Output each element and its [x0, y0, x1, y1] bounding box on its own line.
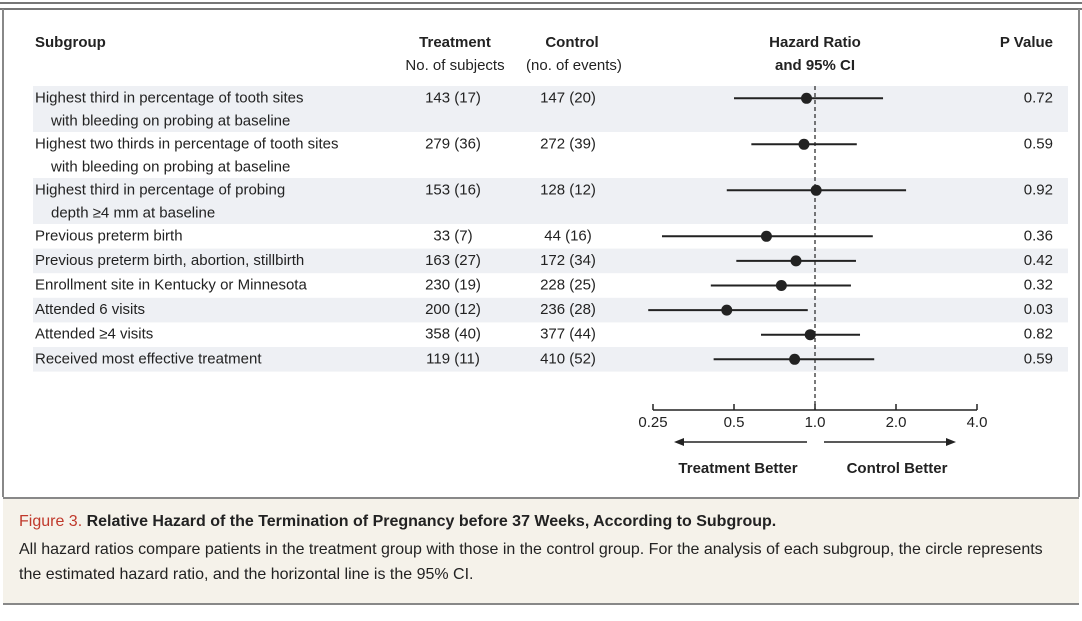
chart: Subgroup Treatment No. of subjects Contr…: [0, 2, 1082, 497]
hazard-ratio-point: [790, 255, 802, 267]
control-count: 172 (34): [540, 252, 596, 269]
treatment-count: 143 (17): [425, 89, 481, 106]
treatment-count: 153 (16): [425, 181, 481, 198]
caption: Figure 3. Relative Hazard of the Termina…: [3, 497, 1079, 605]
subgroup-label: Previous preterm birth, abortion, stillb…: [35, 252, 304, 269]
header: Treatment: [419, 34, 491, 51]
hazard-ratio-point: [801, 92, 813, 104]
hazard-ratio-point: [810, 184, 822, 196]
p-value: 0.59: [1024, 350, 1053, 367]
arrow-label: Treatment Better: [678, 460, 797, 477]
subgroup-label: Received most effective treatment: [35, 350, 262, 367]
caption-heading: Figure 3. Relative Hazard of the Termina…: [19, 509, 1067, 534]
subgroup-label: Previous preterm birth: [35, 227, 183, 244]
control-count: 236 (28): [540, 301, 596, 318]
p-value: 0.03: [1024, 301, 1053, 318]
p-value: 0.92: [1024, 181, 1053, 198]
row-background: [33, 248, 1068, 274]
row-background: [33, 178, 1068, 224]
header: P Value: [1000, 34, 1053, 51]
treatment-count: 279 (36): [425, 135, 481, 152]
arrow-head: [946, 438, 956, 446]
row-backgrounds: [33, 86, 1068, 372]
p-value: 0.36: [1024, 227, 1053, 244]
p-value: 0.32: [1024, 276, 1053, 293]
treatment-count: 33 (7): [433, 227, 472, 244]
treatment-count: 358 (40): [425, 326, 481, 343]
arrow-head: [674, 438, 684, 446]
header: Hazard Ratio: [769, 34, 861, 51]
subgroup-label: Attended 6 visits: [35, 301, 145, 318]
subgroup-label: Enrollment site in Kentucky or Minnesota: [35, 276, 307, 293]
control-count: 147 (20): [540, 89, 596, 106]
caption-text: All hazard ratios compare patients in th…: [19, 541, 1043, 583]
header: Subgroup: [35, 34, 106, 51]
hazard-ratio-point: [721, 304, 733, 316]
subgroup-label: Highest third in percentage of tooth sit…: [35, 89, 304, 106]
p-value: 0.42: [1024, 252, 1053, 269]
subgroup-label: depth ≥4 mm at baseline: [51, 204, 215, 221]
control-count: 44 (16): [544, 227, 592, 244]
treatment-count: 163 (27): [425, 252, 481, 269]
header: Control: [545, 34, 598, 51]
figure-label: Figure 3.: [19, 513, 83, 530]
row-background: [33, 86, 1068, 132]
header: No. of subjects: [405, 57, 504, 74]
treatment-count: 200 (12): [425, 301, 481, 318]
p-value: 0.82: [1024, 326, 1053, 343]
subgroup-label: with bleeding on probing at baseline: [50, 158, 290, 175]
row-background: [33, 297, 1068, 323]
control-count: 228 (25): [540, 276, 596, 293]
p-value: 0.59: [1024, 135, 1053, 152]
hazard-ratio-point: [789, 353, 801, 365]
control-count: 128 (12): [540, 181, 596, 198]
row-background: [33, 347, 1068, 372]
hazard-ratio-point: [775, 280, 787, 291]
subgroup-label: Attended ≥4 visits: [35, 326, 153, 343]
x-tick-label: 0.5: [724, 414, 745, 431]
hazard-ratio-point: [798, 138, 810, 150]
treatment-count: 230 (19): [425, 276, 481, 293]
arrow-label: Control Better: [847, 460, 948, 477]
x-tick-label: 0.25: [638, 414, 667, 431]
treatment-count: 119 (11): [426, 350, 480, 367]
control-count: 272 (39): [540, 135, 596, 152]
subgroup-label: Highest third in percentage of probing: [35, 181, 285, 198]
hazard-ratio-point: [804, 329, 816, 341]
x-tick-label: 1.0: [805, 414, 826, 431]
control-count: 377 (44): [540, 326, 596, 343]
hazard-ratio-point: [760, 230, 772, 242]
x-tick-label: 4.0: [967, 414, 988, 431]
p-value: 0.72: [1024, 89, 1053, 106]
subgroup-label: with bleeding on probing at baseline: [50, 112, 290, 129]
x-tick-label: 2.0: [886, 414, 907, 431]
caption-title: Relative Hazard of the Termination of Pr…: [86, 513, 777, 530]
header: (no. of events): [526, 57, 622, 74]
control-count: 410 (52): [540, 350, 596, 367]
subgroup-label: Highest two thirds in percentage of toot…: [35, 135, 339, 152]
header: and 95% CI: [775, 57, 855, 74]
